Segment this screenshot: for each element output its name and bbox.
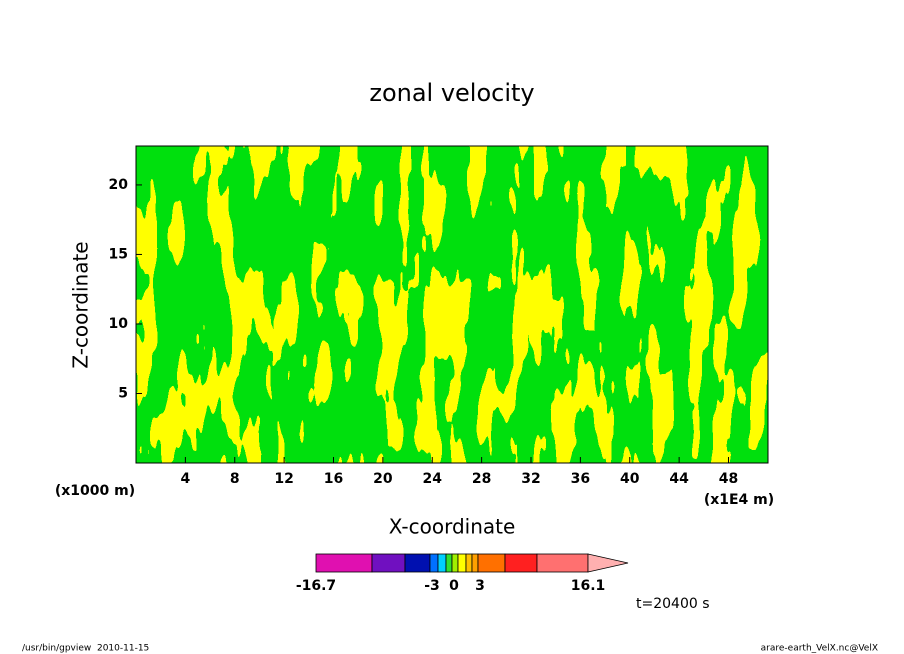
- colorbar-tick-label: -3: [424, 578, 440, 594]
- y-tick-label: 5: [118, 385, 128, 401]
- x-unit: (x1E4 m): [704, 492, 774, 508]
- x-tick-label: 36: [571, 471, 590, 487]
- footer-right: arare-earth_VelX.nc@VelX: [761, 644, 878, 654]
- y-unit: (x1000 m): [55, 483, 135, 499]
- colorbar-tick-label: 3: [475, 578, 485, 594]
- colorbar-segment: [457, 553, 467, 573]
- x-tick-label: 20: [373, 471, 393, 487]
- colorbar-segment: [371, 553, 406, 573]
- x-tick-label: 4: [181, 471, 191, 487]
- colorbar-segment: [536, 553, 589, 573]
- x-tick-label: 28: [472, 471, 491, 487]
- x-tick-label: 8: [230, 471, 240, 487]
- colorbar-segment: [429, 553, 439, 573]
- x-tick-label: 12: [274, 471, 293, 487]
- colorbar-segment: [451, 553, 459, 573]
- x-tick-label: 40: [620, 471, 640, 487]
- colorbar-extension: [587, 553, 629, 573]
- colorbar-tick-label: 0: [449, 578, 459, 594]
- y-tick-label: 15: [109, 246, 128, 262]
- colorbar-segment: [404, 553, 431, 573]
- x-axis-label: X-coordinate: [389, 515, 516, 539]
- chart-title: zonal velocity: [369, 79, 534, 107]
- x-tick-label: 24: [423, 471, 443, 487]
- colorbar-segment: [437, 553, 447, 573]
- colorbar-tick-label: -16.7: [296, 578, 336, 594]
- plot-frame: [135, 145, 769, 464]
- x-tick-label: 44: [669, 471, 689, 487]
- time-label: t=20400 s: [636, 596, 710, 612]
- x-tick-label: 16: [324, 471, 343, 487]
- y-axis-label: Z-coordinate: [69, 241, 93, 368]
- y-tick-label: 10: [109, 316, 129, 332]
- colorbar-segment: [445, 553, 453, 573]
- colorbar-segment: [477, 553, 506, 573]
- field-pattern: [136, 146, 768, 463]
- colorbar-segment: [465, 553, 473, 573]
- colorbar-segment: [504, 553, 538, 573]
- y-tick-label: 20: [109, 177, 129, 193]
- x-tick-label: 48: [719, 471, 738, 487]
- colorbar-segment: [471, 553, 479, 573]
- x-tick-label: 32: [521, 471, 540, 487]
- colorbar-segment: [315, 553, 373, 573]
- footer-left: /usr/bin/gpview 2010-11-15: [22, 644, 149, 654]
- colorbar-tick-label: 16.1: [571, 578, 606, 594]
